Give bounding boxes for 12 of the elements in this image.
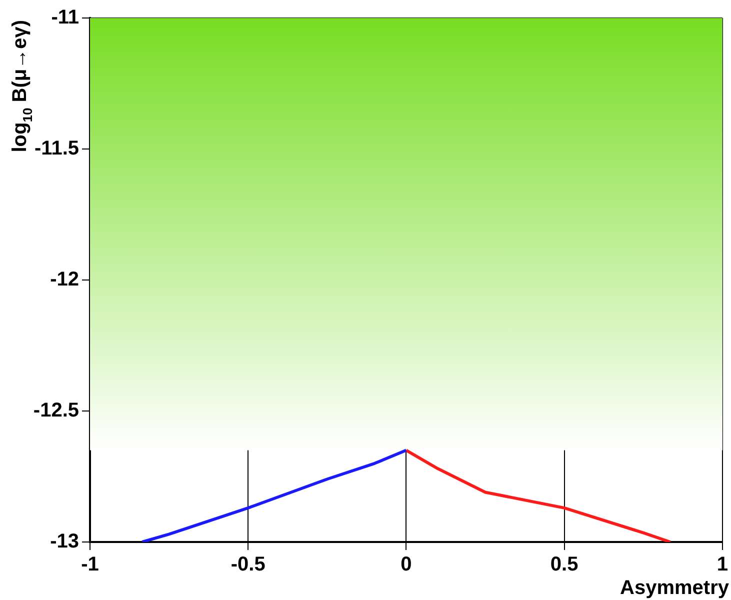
y-axis-title: log10 B(μ→eγ) (9, 20, 35, 152)
y-tick-label: -13 (50, 530, 79, 553)
x-axis-title: Asymmetry (620, 577, 730, 599)
x-tick-label: 0.5 (550, 554, 578, 576)
x-tick-label: -1 (81, 554, 99, 576)
x-tick-label: 0 (400, 554, 412, 576)
y-tick-label: -12 (50, 268, 79, 291)
x-tick-label: 1 (716, 554, 728, 576)
y-tick-label: -12.5 (33, 400, 79, 422)
x-tick-label: -0.5 (230, 554, 266, 576)
y-tick-label: -11 (51, 6, 79, 29)
y-tick-label: -11.5 (34, 138, 79, 160)
